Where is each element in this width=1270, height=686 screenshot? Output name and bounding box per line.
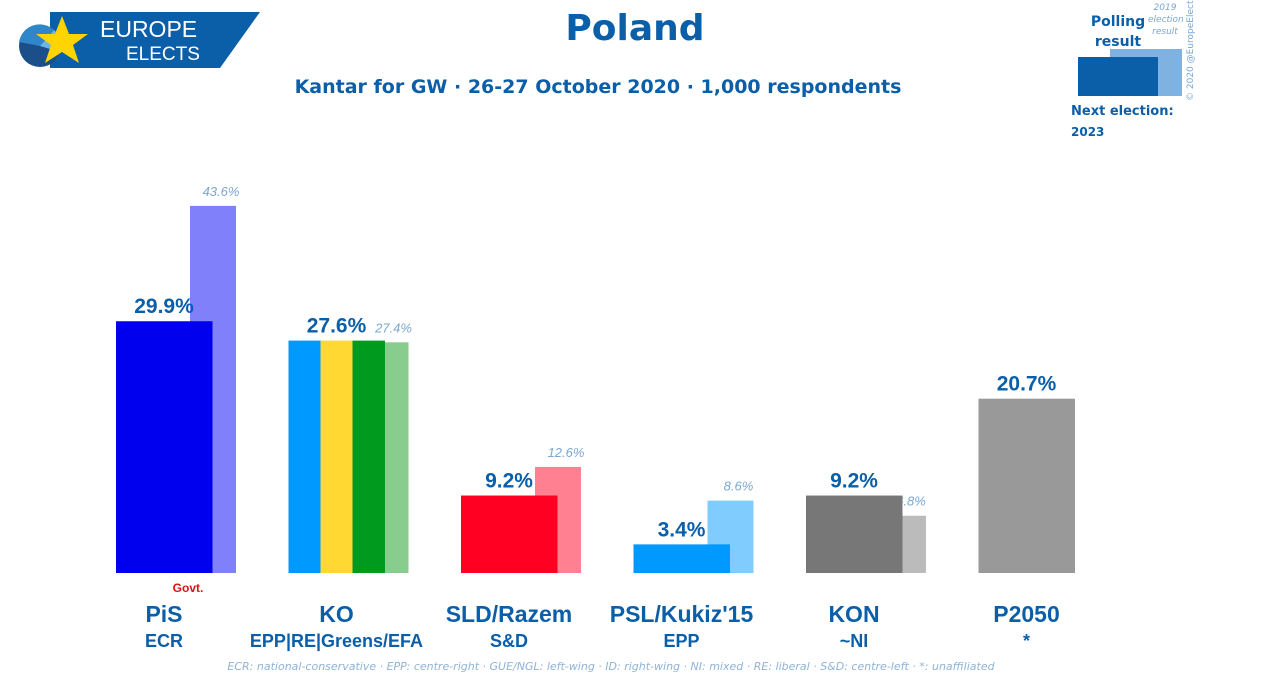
- party-name-0: PiS: [145, 601, 182, 627]
- label-poll-4: 9.2%: [830, 470, 878, 493]
- bar-poll-1-0: [288, 340, 321, 573]
- label-previous-1: 27.4%: [374, 320, 412, 335]
- legend-previous-label: 2019 election result: [1148, 3, 1184, 37]
- bar-poll-1-2: [352, 340, 385, 573]
- poll-subtitle: Kantar for GW · 26-27 October 2020 · 1,0…: [294, 76, 902, 98]
- legend: Polling result 2019 election result Next…: [1070, 0, 1230, 150]
- party-name-2: SLD/Razem: [446, 601, 573, 627]
- bar-poll-3-0: [633, 544, 730, 573]
- next-election-label: Next election:: [1071, 104, 1174, 119]
- label-previous-0: 43.6%: [203, 184, 240, 199]
- party-name-4: KON: [828, 601, 879, 627]
- bar-poll-4-0: [806, 495, 903, 573]
- legend-polling-swatch: [1078, 57, 1158, 96]
- logo-globe-segment: [19, 24, 54, 46]
- party-group-1: EPP|RE|Greens/EFA: [250, 631, 423, 651]
- star-icon: [36, 16, 88, 63]
- bar-poll-1-1: [320, 340, 353, 573]
- party-group-2: S&D: [490, 631, 528, 651]
- party-group-5: *: [1023, 631, 1030, 651]
- bar-poll-5-0: [978, 398, 1075, 573]
- label-previous-4: 6.8%: [896, 494, 926, 509]
- party-group-4: ~NI: [840, 631, 869, 651]
- bar-poll-0-0: [116, 321, 213, 573]
- label-poll-2: 9.2%: [485, 470, 533, 493]
- label-poll-5: 20.7%: [997, 373, 1057, 396]
- logo-banner: [50, 12, 260, 68]
- label-previous-3: 8.6%: [724, 479, 754, 494]
- label-poll-3: 3.4%: [658, 518, 706, 541]
- party-name-1: KO: [319, 601, 354, 627]
- party-name-5: P2050: [993, 601, 1060, 627]
- legend-polling-label: Polling result: [1090, 14, 1146, 50]
- label-poll-1: 27.6%: [307, 315, 367, 338]
- group-footnote: ECR: national-conservative · EPP: centre…: [227, 660, 995, 673]
- label-previous-2: 12.6%: [548, 445, 585, 460]
- party-group-3: EPP: [663, 631, 699, 651]
- govt-note-0: Govt.: [173, 581, 204, 595]
- party-group-0: ECR: [145, 631, 183, 651]
- logo-text-europe: EUROPE: [100, 16, 197, 42]
- europe-elects-logo: EUROPE ELECTS: [19, 12, 260, 68]
- page-title: Poland: [565, 8, 705, 49]
- bar-poll-2-0: [461, 495, 558, 573]
- party-name-3: PSL/Kukiz'15: [610, 601, 754, 627]
- next-election-year: 2023: [1071, 125, 1105, 139]
- bar-chart: 43.6% 29.9% PiS ECR Govt. 27.4% 27.6% KO EPP|RE|…: [116, 184, 1075, 651]
- label-poll-0: 29.9%: [134, 295, 194, 318]
- logo-text-elects: ELECTS: [126, 44, 200, 65]
